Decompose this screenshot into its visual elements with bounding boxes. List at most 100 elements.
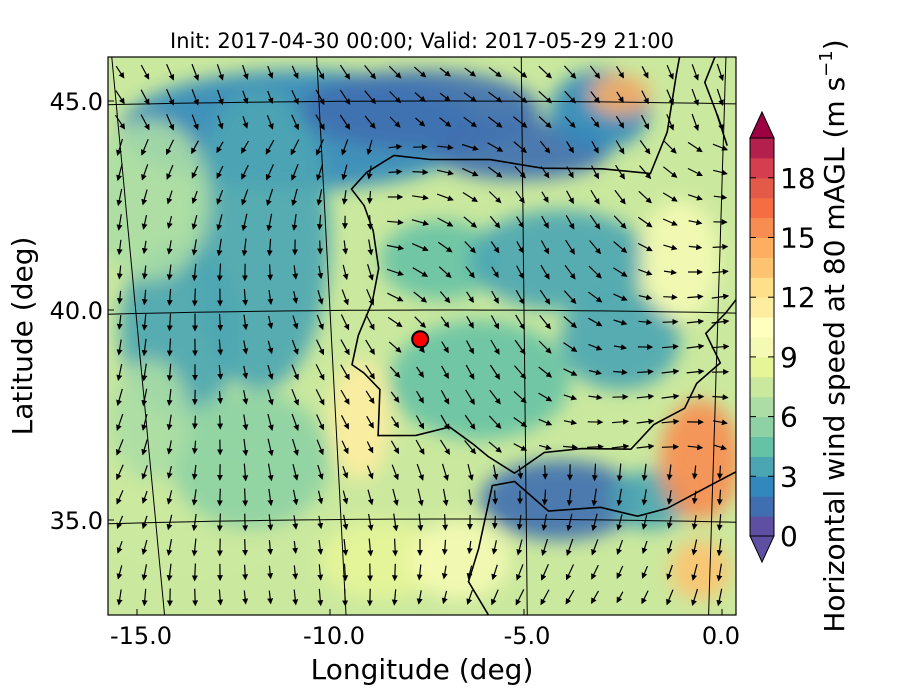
wind-arrow	[639, 165, 652, 180]
wind-arrow	[464, 414, 476, 430]
x-axis: -15.0 -10.0 -5.0 0.0 Longitude (deg)	[110, 609, 740, 686]
wind-arrow	[315, 138, 324, 156]
wind-arrow	[364, 65, 377, 80]
wind-arrow	[541, 513, 548, 531]
wind-arrow	[439, 439, 451, 455]
wind-arrow	[662, 218, 678, 226]
wind-arrow	[386, 268, 404, 276]
colorbar-tick-label: 0	[780, 520, 798, 553]
wind-arrow	[292, 540, 299, 554]
wind-arrow	[591, 513, 598, 532]
wind-arrow	[465, 389, 475, 405]
wind-arrow	[565, 215, 575, 230]
meridian-line	[520, 57, 528, 615]
wind-arrow	[666, 114, 675, 131]
colorbar-extend-top	[749, 110, 775, 139]
wind-arrow	[141, 539, 148, 555]
wind-arrow	[265, 139, 275, 155]
wind-arrow	[315, 364, 325, 381]
wind-arrow	[141, 265, 148, 280]
wind-arrow	[566, 190, 574, 205]
wind-arrow	[392, 513, 399, 532]
wind-arrow	[641, 565, 649, 579]
wind-arrow	[691, 88, 699, 106]
wind-arrow	[615, 140, 625, 155]
wind-arrow	[436, 169, 454, 176]
wind-arrow	[466, 315, 474, 329]
wind-arrow	[317, 290, 324, 305]
wind-arrow	[241, 164, 249, 180]
wind-arrow	[516, 216, 524, 229]
wind-arrow	[341, 289, 349, 306]
wind-arrow	[392, 488, 399, 506]
wind-arrow	[291, 364, 299, 381]
wind-arrow	[711, 343, 730, 350]
wind-arrow	[487, 116, 503, 128]
wind-arrow	[291, 438, 299, 456]
wind-arrow	[539, 289, 551, 305]
wind-arrow	[440, 389, 450, 405]
wind-arrow	[437, 217, 454, 227]
wind-arrow	[415, 117, 426, 127]
wind-arrow	[342, 563, 349, 582]
wind-arrow	[242, 116, 249, 129]
colorbar-label: Horizontal wind speed at 80 mAGL (m s−1)	[816, 39, 851, 632]
colorbar-band	[750, 217, 774, 238]
wind-arrow	[636, 418, 655, 425]
wind-arrow	[217, 365, 224, 380]
wind-arrow	[491, 266, 499, 279]
wind-arrow	[492, 464, 499, 481]
wind-arrow	[615, 115, 625, 129]
wind-arrow	[191, 190, 198, 204]
wind-arrow	[216, 141, 224, 154]
wind-arrow	[414, 66, 427, 78]
wind-arrow	[340, 339, 350, 356]
wind-arrow	[489, 389, 501, 405]
wind-arrow	[191, 415, 198, 430]
wind-arrow	[366, 190, 373, 205]
wind-arrow	[491, 515, 498, 530]
wind-arrow	[266, 238, 273, 257]
wind-arrow	[439, 92, 451, 102]
colorbar-extend-bottom	[749, 535, 775, 564]
wind-arrow	[292, 589, 299, 606]
meridian-line	[708, 57, 727, 615]
wind-arrow	[539, 140, 551, 154]
wind-arrow	[616, 91, 624, 104]
wind-arrow	[291, 388, 300, 406]
wind-arrow	[591, 539, 599, 556]
wind-arrow	[666, 515, 673, 529]
wind-arrow	[490, 315, 500, 330]
wind-arrow	[515, 190, 525, 204]
colorbar-band	[750, 138, 774, 159]
wind-speed-patch	[108, 120, 210, 280]
colorbar-band	[750, 317, 774, 338]
wind-arrow	[387, 219, 404, 226]
colorbar-tick-label: 12	[780, 281, 816, 314]
wind-arrow	[141, 515, 148, 530]
wind-arrow	[589, 240, 602, 255]
wind-arrow	[242, 64, 249, 80]
wind-arrow	[316, 189, 323, 206]
wind-arrow	[412, 169, 429, 176]
wind-arrow	[242, 463, 249, 482]
wind-arrow	[267, 364, 274, 380]
wind-arrow	[489, 215, 501, 229]
wind-arrow	[365, 364, 375, 380]
wind-arrow	[516, 564, 524, 581]
colorbar-tick-label: 6	[780, 401, 798, 434]
wind-arrow	[116, 565, 123, 580]
wind-arrow	[342, 490, 349, 505]
wind-arrow	[166, 64, 175, 81]
wind-arrow	[463, 216, 477, 228]
wind-arrow	[116, 339, 123, 356]
wind-arrow	[116, 239, 123, 256]
wind-arrow	[616, 463, 623, 482]
wind-arrow	[341, 440, 349, 455]
wind-arrow	[513, 390, 527, 404]
wind-arrow	[662, 318, 679, 325]
wind-arrow	[565, 589, 575, 605]
wind-arrow	[663, 244, 678, 251]
wind-arrow	[442, 514, 449, 531]
wind-arrow	[712, 419, 728, 426]
